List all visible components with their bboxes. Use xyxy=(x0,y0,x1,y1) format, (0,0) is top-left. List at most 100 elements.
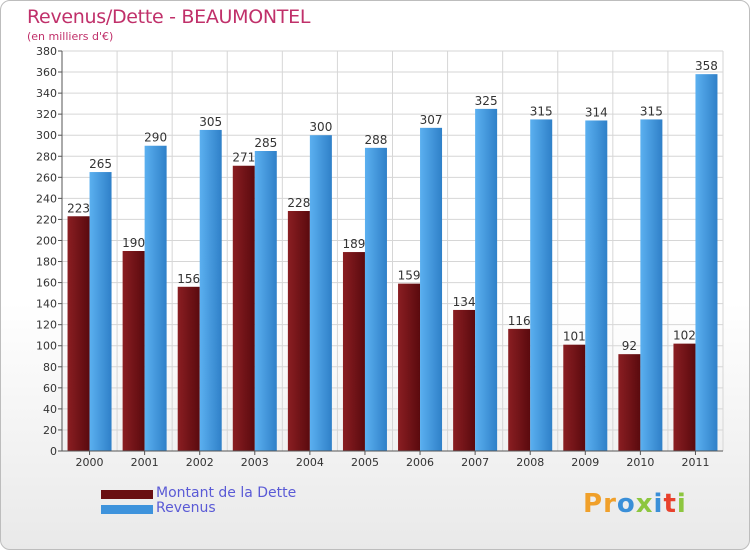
axes: 0 20 40 60 80 100 120 140 160 180 200 220 240 260 280 3… xyxy=(36,45,723,469)
y-tick-label: 20 xyxy=(43,424,57,437)
gridlines xyxy=(61,50,724,452)
logo-letter: r xyxy=(603,489,617,519)
data-label-debt: 92 xyxy=(622,339,637,353)
data-label-revenus: 314 xyxy=(585,105,608,119)
data-label-revenus: 358 xyxy=(695,59,718,73)
data-label-revenus: 325 xyxy=(475,94,498,108)
data-label-revenus: 305 xyxy=(199,115,222,129)
bar-revenus xyxy=(695,74,718,451)
bar-revenus xyxy=(585,120,608,451)
bar-debt xyxy=(232,165,255,451)
bar-debt xyxy=(122,251,145,451)
data-label-debt: 101 xyxy=(563,330,586,344)
bar-debt xyxy=(563,344,586,451)
data-label-debt: 223 xyxy=(67,201,90,215)
y-tick-label: 40 xyxy=(43,403,57,416)
data-label-revenus: 315 xyxy=(640,104,663,118)
y-tick-label: 260 xyxy=(36,171,57,184)
data-label-revenus: 290 xyxy=(144,131,167,145)
y-tick-label: 340 xyxy=(36,87,57,100)
data-label-debt: 156 xyxy=(177,272,200,286)
data-label-debt: 116 xyxy=(508,314,531,328)
y-tick-label: 60 xyxy=(43,382,57,395)
data-label-debt: 271 xyxy=(232,151,255,165)
data-label-debt: 102 xyxy=(673,329,696,343)
legend-label-debt: Montant de la Dette xyxy=(156,485,297,501)
x-tick-label: 2000 xyxy=(76,456,104,469)
logo-letter: t xyxy=(663,489,677,519)
bar-revenus xyxy=(475,108,498,451)
y-tick-label: 280 xyxy=(36,150,57,163)
y-tick-label: 360 xyxy=(36,66,57,79)
data-label-revenus: 315 xyxy=(530,104,553,118)
x-tick-label: 2008 xyxy=(516,456,544,469)
bar-debt xyxy=(342,252,365,451)
x-tick-label: 2001 xyxy=(131,456,159,469)
x-tick-label: 2010 xyxy=(626,456,654,469)
logo-letter: i xyxy=(676,489,687,519)
legend-swatch-revenus xyxy=(101,505,153,514)
y-tick-label: 380 xyxy=(36,45,57,58)
data-label-revenus: 300 xyxy=(309,120,332,134)
data-label-debt: 159 xyxy=(398,269,421,283)
logo-letter: P xyxy=(583,489,604,519)
bar-debt xyxy=(177,286,200,451)
data-label-debt: 228 xyxy=(287,196,310,210)
x-tick-label: 2002 xyxy=(186,456,214,469)
bar-revenus xyxy=(640,119,663,451)
bar-revenus xyxy=(309,135,332,452)
bar-revenus xyxy=(364,147,387,451)
logo-letter: o xyxy=(616,489,636,519)
y-tick-label: 0 xyxy=(50,445,57,458)
chart-subtitle: (en milliers d'€) xyxy=(27,30,114,43)
bar-debt xyxy=(508,328,531,451)
x-tick-label: 2009 xyxy=(571,456,599,469)
bar-debt xyxy=(398,283,421,451)
data-label-debt: 190 xyxy=(122,236,145,250)
data-label-revenus: 307 xyxy=(420,113,443,127)
y-tick-label: 200 xyxy=(36,234,57,247)
value-labels: 223 190 156 271 228 189 159 134 116 101 92 102 265 29… xyxy=(67,59,718,353)
bar-revenus xyxy=(420,127,443,451)
bar-debt xyxy=(67,216,90,451)
bars xyxy=(67,74,718,452)
data-label-revenus: 285 xyxy=(254,136,277,150)
y-tick-label: 180 xyxy=(36,256,57,269)
logo-letter: i xyxy=(653,489,664,519)
y-tick-label: 300 xyxy=(36,129,57,142)
y-tick-label: 100 xyxy=(36,340,57,353)
y-tick-label: 140 xyxy=(36,298,57,311)
data-label-revenus: 288 xyxy=(365,133,388,147)
data-label-debt: 189 xyxy=(343,237,366,251)
data-label-revenus: 265 xyxy=(89,157,112,171)
bar-debt xyxy=(673,343,696,451)
x-tick-label: 2003 xyxy=(241,456,269,469)
bar-debt xyxy=(287,211,310,451)
bar-revenus xyxy=(89,172,112,452)
y-tick-label: 160 xyxy=(36,277,57,290)
data-label-debt: 134 xyxy=(453,295,476,309)
chart-title: Revenus/Dette - BEAUMONTEL xyxy=(27,6,311,28)
x-tick-label: 2006 xyxy=(406,456,434,469)
x-tick-label: 2004 xyxy=(296,456,324,469)
y-tick-label: 220 xyxy=(36,213,57,226)
bar-debt xyxy=(453,309,476,451)
bar-revenus xyxy=(144,145,167,451)
x-tick-label: 2007 xyxy=(461,456,489,469)
x-tick-label: 2005 xyxy=(351,456,379,469)
legend-swatch-debt xyxy=(101,490,153,499)
y-tick-label: 80 xyxy=(43,361,57,374)
bar-debt xyxy=(618,354,641,451)
x-tick-label: 2011 xyxy=(681,456,709,469)
bar-revenus xyxy=(530,119,553,451)
bar-revenus xyxy=(199,129,222,451)
legend-label-revenus: Revenus xyxy=(156,500,216,516)
y-tick-label: 320 xyxy=(36,108,57,121)
bar-revenus xyxy=(254,151,277,451)
y-tick-label: 240 xyxy=(36,192,57,205)
logo-letter: x xyxy=(635,489,654,519)
proxiti-logo: Proxiti xyxy=(583,489,687,519)
y-tick-label: 120 xyxy=(36,319,57,332)
